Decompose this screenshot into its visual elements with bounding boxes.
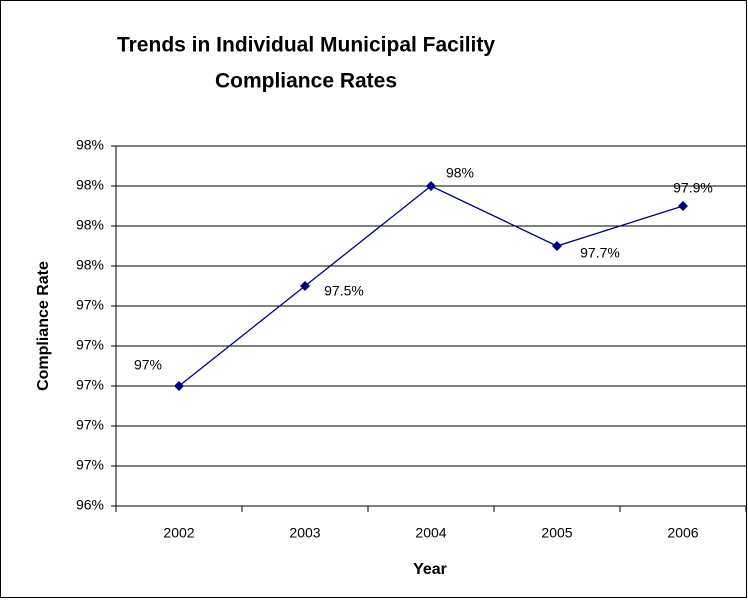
data-label: 97.9%: [673, 180, 713, 196]
y-tick-label: 97%: [76, 337, 104, 353]
chart-title: Trends in Individual Municipal Facility: [117, 34, 495, 57]
y-tick-label: 97%: [76, 297, 104, 313]
chart-title: Compliance Rates: [215, 70, 397, 93]
x-tick-label: 2002: [163, 525, 194, 541]
y-axis-title: Compliance Rate: [35, 261, 52, 391]
y-tick-label: 97%: [76, 377, 104, 393]
y-tick-label: 97%: [76, 457, 104, 473]
data-label: 97.5%: [324, 283, 364, 299]
y-tick-label: 96%: [76, 497, 104, 513]
x-axis-title: Year: [413, 561, 447, 578]
x-tick-label: 2004: [415, 525, 446, 541]
y-tick-label: 98%: [76, 177, 104, 193]
y-tick-label: 98%: [76, 137, 104, 153]
y-tick-label: 98%: [76, 217, 104, 233]
marker: [426, 181, 436, 191]
y-tick-label: 98%: [76, 257, 104, 273]
x-tick-label: 2006: [667, 525, 698, 541]
x-tick-label: 2005: [541, 525, 572, 541]
marker: [300, 281, 310, 291]
data-label: 97.7%: [580, 245, 620, 261]
x-tick-label: 2003: [289, 525, 320, 541]
data-label: 97%: [134, 357, 162, 373]
y-tick-label: 97%: [76, 417, 104, 433]
marker: [678, 201, 688, 211]
marker: [174, 381, 184, 391]
marker: [552, 241, 562, 251]
data-label: 98%: [446, 165, 474, 181]
